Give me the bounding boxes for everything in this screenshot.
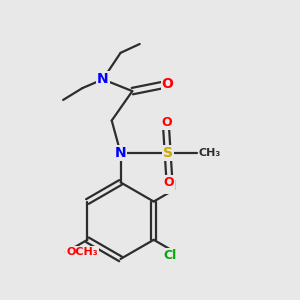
Text: CH₃: CH₃ — [199, 148, 221, 158]
Text: S: S — [163, 146, 173, 160]
Text: O: O — [162, 77, 174, 91]
Text: Cl: Cl — [164, 249, 177, 262]
Text: O: O — [164, 176, 175, 190]
Text: O: O — [161, 116, 172, 129]
Text: N: N — [115, 146, 126, 160]
Text: Cl: Cl — [164, 180, 177, 193]
Text: N: N — [97, 72, 109, 86]
Text: OCH₃: OCH₃ — [66, 247, 98, 257]
